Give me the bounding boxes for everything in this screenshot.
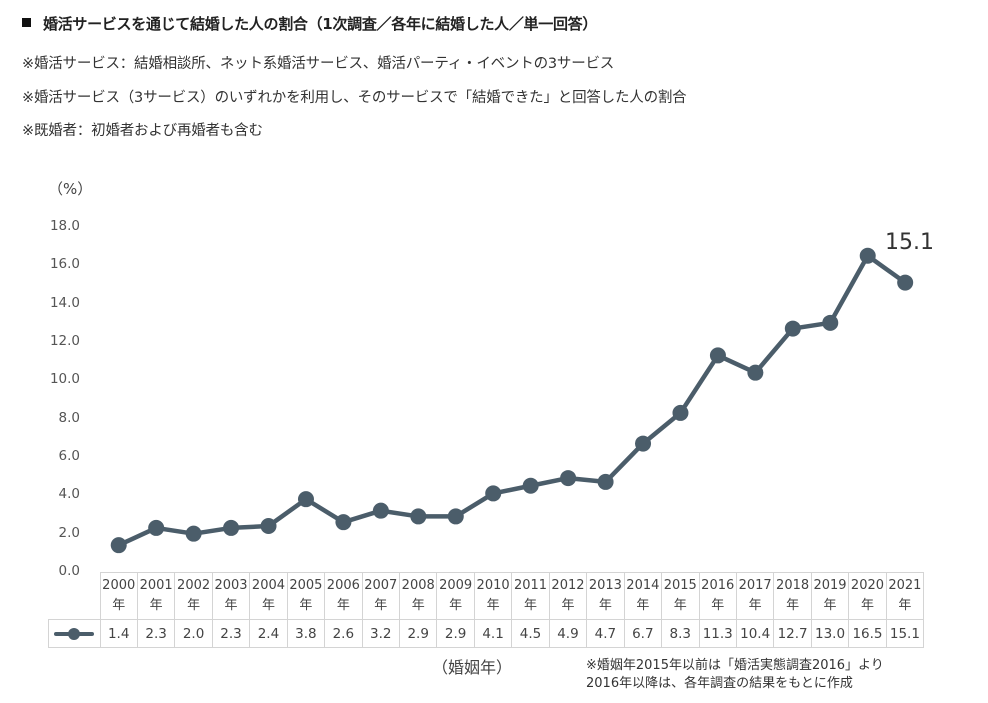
year-header-cell: 2014 年 bbox=[623, 572, 663, 620]
value-cell: 10.4 bbox=[735, 619, 775, 648]
source-note-line1: ※婚姻年2015年以前は「婚活実態調査2016」より bbox=[586, 658, 884, 673]
legend-key bbox=[48, 619, 101, 648]
data-point-marker bbox=[260, 518, 277, 534]
y-tick-label: 4.0 bbox=[58, 486, 80, 503]
value-cell: 2.9 bbox=[398, 619, 438, 648]
data-point-marker bbox=[485, 485, 502, 502]
note-married: ※既婚者：初婚者および再婚者も含む bbox=[22, 123, 263, 139]
value-cell: 4.9 bbox=[548, 619, 588, 648]
y-tick-label: 8.0 bbox=[58, 409, 80, 426]
year-header-cell: 2021 年 bbox=[885, 572, 925, 620]
data-table: 2000 年 2001 年 2002 年 2003 年 2004 年 2005 年 2006 年 2007 年… bbox=[48, 572, 925, 648]
value-cell: 2.3 bbox=[211, 619, 251, 648]
chart-title: 婚活サービスを通じて結婚した人の割合（1次調査／各年に結婚した人／単一回答） bbox=[22, 13, 597, 34]
data-point-marker bbox=[447, 508, 464, 525]
year-header-cell: 2006 年 bbox=[324, 572, 363, 620]
year-header-cell: 2018 年 bbox=[773, 572, 812, 620]
year-header-cell: 2016 年 bbox=[698, 572, 737, 620]
year-header-cell: 2019 年 bbox=[810, 572, 850, 620]
data-point-marker bbox=[560, 470, 577, 487]
year-header-cell: 2007 年 bbox=[361, 572, 401, 620]
data-point-marker bbox=[747, 364, 764, 381]
data-point-marker bbox=[897, 274, 914, 291]
source-note-line2: 2016年以降は、各年調査の結果をもとに作成 bbox=[586, 676, 853, 691]
note-definition: ※婚活サービス（3サービス）のいずれかを利用し、そのサービスで「結婚できた」と回… bbox=[22, 90, 687, 106]
value-cell: 4.7 bbox=[586, 619, 625, 648]
year-header-cell: 2000 年 bbox=[99, 572, 138, 620]
value-cell: 4.5 bbox=[511, 619, 550, 648]
year-header-cell: 2003 年 bbox=[211, 572, 251, 620]
data-point-marker bbox=[635, 435, 652, 452]
data-point-marker bbox=[597, 473, 614, 490]
y-tick-label: 16.0 bbox=[49, 256, 80, 273]
source-note: ※婚姻年2015年以前は「婚活実態調査2016」より 2016年以降は、各年調査… bbox=[586, 657, 884, 693]
y-tick-label: 10.0 bbox=[49, 371, 80, 388]
line-marker-legend-icon bbox=[54, 627, 95, 640]
data-point-marker bbox=[335, 514, 352, 531]
square-bullet-icon bbox=[22, 18, 31, 27]
data-point-marker bbox=[372, 502, 389, 519]
value-cell: 3.8 bbox=[286, 619, 326, 648]
y-tick-label: 12.0 bbox=[49, 333, 80, 349]
value-cell: 4.1 bbox=[473, 619, 513, 648]
value-cell: 13.0 bbox=[810, 619, 850, 648]
year-header-cell: 2004 年 bbox=[249, 572, 288, 620]
last-value-callout: 15.1 bbox=[885, 230, 934, 255]
data-point-marker bbox=[223, 519, 240, 536]
value-cell: 8.3 bbox=[661, 619, 700, 648]
value-cell: 3.2 bbox=[361, 619, 401, 648]
year-header-cell: 2008 年 bbox=[398, 572, 438, 620]
table-corner bbox=[48, 572, 101, 620]
value-cell: 1.4 bbox=[99, 619, 138, 648]
year-header-cell: 2010 年 bbox=[473, 572, 513, 620]
year-header-cell: 2001 年 bbox=[136, 572, 176, 620]
value-cell: 6.7 bbox=[623, 619, 663, 648]
value-cell: 16.5 bbox=[848, 619, 887, 648]
value-cell: 2.9 bbox=[436, 619, 475, 648]
data-point-marker bbox=[410, 508, 427, 525]
data-point-marker bbox=[185, 525, 202, 542]
value-cell: 2.6 bbox=[324, 619, 363, 648]
y-tick-label: 18.0 bbox=[49, 218, 80, 234]
y-tick-label: 2.0 bbox=[58, 524, 80, 541]
value-cell: 12.7 bbox=[773, 619, 812, 648]
data-point-marker bbox=[522, 477, 539, 494]
year-header-cell: 2011 年 bbox=[511, 572, 550, 620]
value-cell: 15.1 bbox=[885, 619, 925, 648]
data-point-marker bbox=[110, 537, 127, 554]
y-tick-label: 14.0 bbox=[49, 294, 80, 311]
year-header-cell: 2002 年 bbox=[174, 572, 213, 620]
value-cell: 2.3 bbox=[136, 619, 176, 648]
data-point-marker bbox=[672, 404, 689, 421]
x-axis-label: （婚姻年） bbox=[432, 658, 513, 677]
value-row: 1.4 2.3 2.0 2.3 2.4 3.8 2.6 3.2 2.9 2.9 4.1 4.5 4.9 4… bbox=[48, 619, 925, 648]
y-axis-unit: （%） bbox=[48, 180, 93, 198]
value-cell: 2.4 bbox=[249, 619, 288, 648]
data-point-marker bbox=[709, 347, 726, 364]
data-point-marker bbox=[822, 314, 839, 331]
year-header-cell: 2012 年 bbox=[548, 572, 588, 620]
data-point-marker bbox=[859, 247, 876, 264]
year-header-cell: 2009 年 bbox=[436, 572, 475, 620]
note-services: ※婚活サービス：結婚相談所、ネット系婚活サービス、婚活パーティ・イベントの3サー… bbox=[22, 56, 615, 72]
year-header-cell: 2020 年 bbox=[848, 572, 887, 620]
year-header-cell: 2013 年 bbox=[586, 572, 625, 620]
y-tick-label: 6.0 bbox=[58, 448, 80, 464]
series-line bbox=[117, 253, 907, 548]
value-cell: 2.0 bbox=[174, 619, 213, 648]
year-header-cell: 2017 年 bbox=[735, 572, 775, 620]
data-point-marker bbox=[784, 320, 801, 337]
year-header-cell: 2005 年 bbox=[286, 572, 326, 620]
chart-title-text: 婚活サービスを通じて結婚した人の割合（1次調査／各年に結婚した人／単一回答） bbox=[43, 15, 598, 33]
data-point-marker bbox=[148, 519, 165, 536]
value-cell: 11.3 bbox=[698, 619, 737, 648]
year-header-row: 2000 年 2001 年 2002 年 2003 年 2004 年 2005 年 2006 年 2007 年… bbox=[48, 572, 925, 620]
year-header-cell: 2015 年 bbox=[661, 572, 700, 620]
data-point-marker bbox=[297, 491, 314, 508]
